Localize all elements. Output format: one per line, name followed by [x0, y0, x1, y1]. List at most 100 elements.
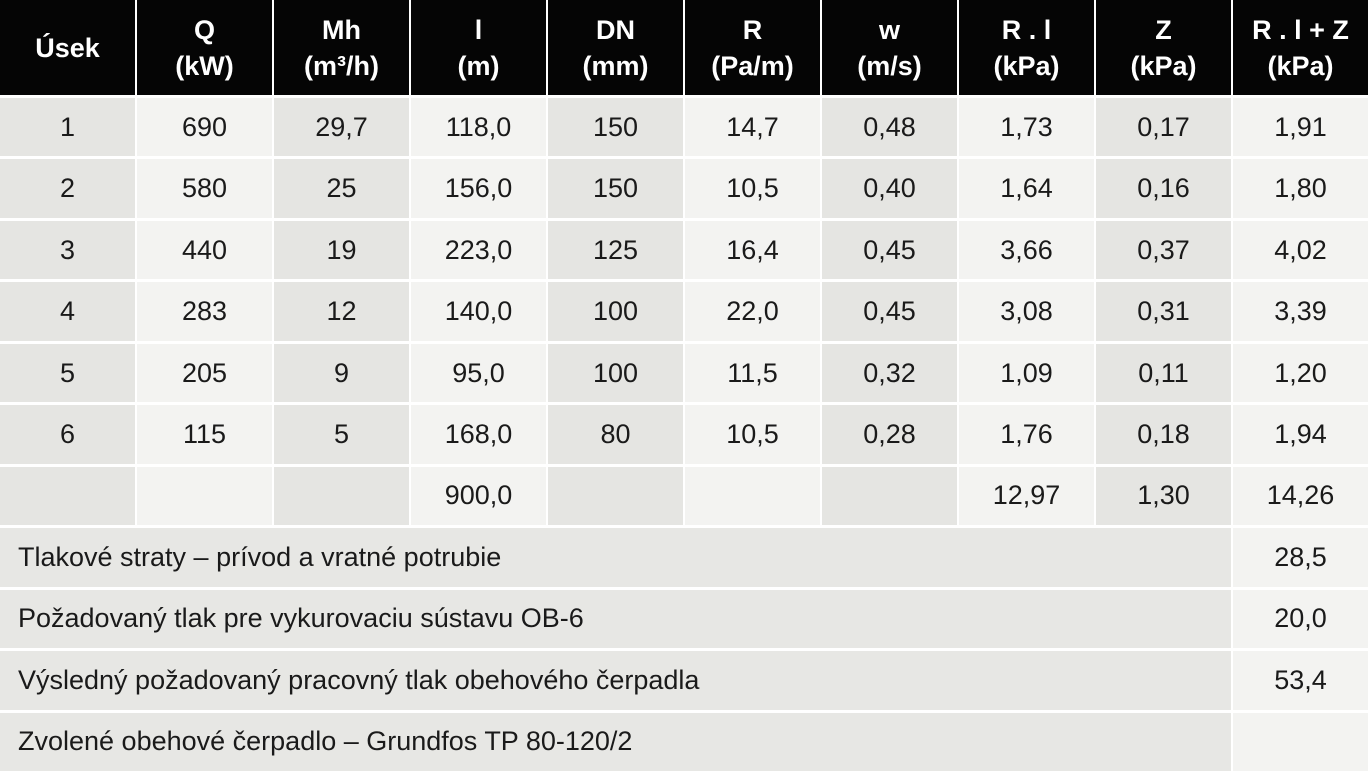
summary-value: 20,0 [1233, 589, 1368, 649]
table-cell: 205 [137, 343, 272, 403]
table-cell [822, 466, 957, 526]
table-cell: 1 [0, 98, 135, 157]
table-cell: 0,28 [822, 405, 957, 464]
table-cell: 690 [137, 98, 272, 157]
table-cell: 440 [137, 220, 272, 280]
table-cell: 80 [548, 405, 683, 464]
table-cell: 100 [548, 282, 683, 341]
header-text: (kW) [175, 50, 234, 81]
table-cell: 1,91 [1233, 98, 1368, 157]
table-cell [548, 466, 683, 526]
header-text: (m³/h) [304, 50, 379, 81]
table-cell: 1,09 [959, 343, 1094, 403]
header-cell: DN (mm) [548, 0, 683, 95]
table-cell: 0,11 [1096, 343, 1231, 403]
table-cell: 11,5 [685, 343, 820, 403]
header-text: w [878, 14, 900, 45]
table-cell: 5 [274, 405, 409, 464]
table-cell: 0,37 [1096, 220, 1231, 280]
table-cell: 118,0 [411, 98, 546, 157]
header-cell: Úsek [0, 0, 135, 95]
table-cell: 0,31 [1096, 282, 1231, 341]
summary-label: Požadovaný tlak pre vykurovaciu sústavu … [0, 589, 1231, 649]
table-cell: 14,7 [685, 98, 820, 157]
table-cell: 1,76 [959, 405, 1094, 464]
header-text: (kPa) [1267, 50, 1334, 81]
table-cell: 223,0 [411, 220, 546, 280]
header-cell: Z (kPa) [1096, 0, 1231, 95]
table-cell: 1,64 [959, 159, 1094, 218]
table-cell: 1,20 [1233, 343, 1368, 403]
table-cell: 19 [274, 220, 409, 280]
table-cell: 0,17 [1096, 98, 1231, 157]
table-cell: 6 [0, 405, 135, 464]
table-cell: 1,73 [959, 98, 1094, 157]
header-cell: Q (kW) [137, 0, 272, 95]
header-text: R [742, 14, 763, 45]
table-cell: 9 [274, 343, 409, 403]
header-cell: R . l (kPa) [959, 0, 1094, 95]
table-cell: 12 [274, 282, 409, 341]
header-text: Úsek [35, 32, 100, 63]
header-text: R . l [1001, 14, 1052, 45]
table-cell: 22,0 [685, 282, 820, 341]
table-cell [0, 466, 135, 526]
table-cell: 0,32 [822, 343, 957, 403]
table-cell: 115 [137, 405, 272, 464]
table-cell: 5 [0, 343, 135, 403]
header-text: l [474, 14, 483, 45]
table-cell: 10,5 [685, 405, 820, 464]
table-cell: 3,39 [1233, 282, 1368, 341]
summary-label: Výsledný požadovaný pracovný tlak obehov… [0, 651, 1231, 710]
table-cell: 140,0 [411, 282, 546, 341]
table-cell [137, 466, 272, 526]
table-cell: 0,40 [822, 159, 957, 218]
table-cell: 900,0 [411, 466, 546, 526]
header-text: DN [596, 14, 635, 45]
header-text: (m/s) [857, 50, 922, 81]
header-text: (mm) [582, 50, 649, 81]
header-text: (kPa) [993, 50, 1060, 81]
header-text: Z [1155, 14, 1172, 45]
table-cell: 580 [137, 159, 272, 218]
summary-value: 53,4 [1233, 651, 1368, 710]
table-cell: 0,18 [1096, 405, 1231, 464]
table-cell: 156,0 [411, 159, 546, 218]
header-text: (m) [457, 50, 500, 81]
table-cell: 4,02 [1233, 220, 1368, 280]
header-text: Q [193, 14, 215, 45]
summary-label: Tlakové straty – prívod a vratné potrubi… [0, 528, 1231, 587]
table-cell: 95,0 [411, 343, 546, 403]
table-cell: 4 [0, 282, 135, 341]
table-cell: 100 [548, 343, 683, 403]
table-cell: 10,5 [685, 159, 820, 218]
table-cell: 16,4 [685, 220, 820, 280]
table-cell [274, 466, 409, 526]
table-cell [685, 466, 820, 526]
table-cell: 0,45 [822, 282, 957, 341]
table-cell: 14,26 [1233, 466, 1368, 526]
header-text: Mh [322, 14, 361, 45]
table-cell: 125 [548, 220, 683, 280]
table-cell: 150 [548, 98, 683, 157]
table-cell: 1,80 [1233, 159, 1368, 218]
summary-value: 28,5 [1233, 528, 1368, 587]
table-cell: 3,08 [959, 282, 1094, 341]
table-cell: 168,0 [411, 405, 546, 464]
table-cell: 3 [0, 220, 135, 280]
table-cell: 29,7 [274, 98, 409, 157]
header-cell: l (m) [411, 0, 546, 95]
table-cell: 0,48 [822, 98, 957, 157]
table-cell: 1,94 [1233, 405, 1368, 464]
header-text: (Pa/m) [711, 50, 794, 81]
summary-value [1233, 712, 1368, 771]
table-cell: 0,16 [1096, 159, 1231, 218]
table-cell: 3,66 [959, 220, 1094, 280]
table-cell: 1,30 [1096, 466, 1231, 526]
table-cell: 283 [137, 282, 272, 341]
table-cell: 2 [0, 159, 135, 218]
header-cell: R (Pa/m) [685, 0, 820, 95]
header-cell: Mh (m³/h) [274, 0, 409, 95]
summary-label: Zvolené obehové čerpadlo – Grundfos TP 8… [0, 712, 1231, 771]
